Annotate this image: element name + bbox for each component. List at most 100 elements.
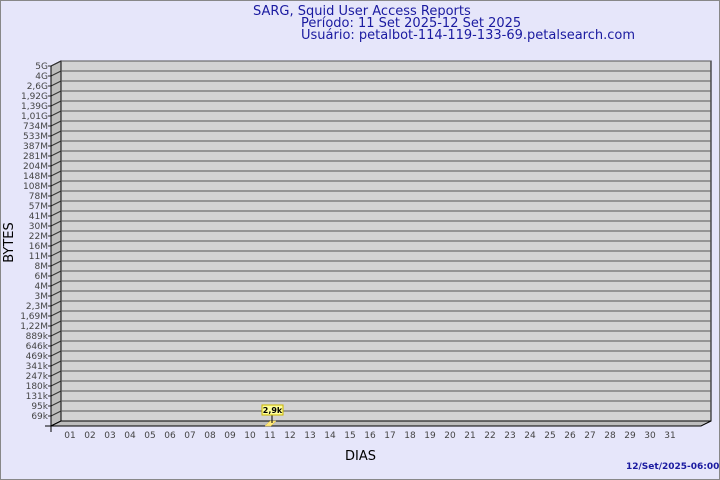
y-tick-label: 3M [35,292,49,302]
x-tick-label: 25 [544,431,555,441]
y-tick-label: 533M [23,132,48,142]
y-tick-label: 6M [35,272,49,282]
y-tick-label: 281M [23,152,48,162]
y-tick [50,190,62,197]
y-tick-label: 57M [29,202,48,212]
y-tick [50,150,62,157]
y-tick [50,320,62,327]
y-tick [50,130,62,137]
user-label: Usuário: petalbot-114-119-133-69.petalse… [301,28,636,43]
y-tick [50,100,62,107]
y-tick-label: 41M [29,212,48,222]
x-tick-label: 01 [64,431,75,441]
x-tick-label: 09 [224,431,236,441]
x-tick-label: 16 [364,431,376,441]
x-tick-label: 02 [84,431,95,441]
y-tick-label: 1,69M [20,312,48,322]
x-tick-label: 18 [404,431,416,441]
y-tick [50,360,62,367]
y-tick [50,140,62,147]
x-tick-label: 26 [564,431,576,441]
y-tick [50,80,62,87]
period-label: Período: 11 Set 2025-12 Set 2025 [301,16,522,31]
x-tick-label: 11 [264,431,275,441]
x-tick-label: 07 [184,431,195,441]
y-tick-label: 469k [26,352,49,362]
y-tick-label: 95k [31,402,48,412]
y-tick [50,350,62,357]
y-tick-label: 16M [29,242,48,252]
y-tick [50,200,62,207]
x-tick-label: 27 [584,431,595,441]
y-tick [50,170,62,177]
y-tick-label: 78M [29,192,48,202]
y-tick [50,340,62,347]
data-label: 2,9k [263,406,283,415]
data-label-box [261,404,284,416]
x-tick-label: 21 [464,431,475,441]
y-tick [50,110,62,117]
y-tick [50,70,62,77]
y-tick [50,90,62,97]
y-tick [50,390,62,397]
y-tick-label: 8M [35,262,49,272]
y-tick [50,330,62,337]
y-tick [50,410,62,417]
x-tick-label: 05 [144,431,155,441]
x-tick-label: 14 [324,431,336,441]
y-tick-label: 11M [29,252,48,262]
y-tick [50,240,62,247]
y-tick-label: 4G [35,72,48,82]
y-tick-label: 734M [23,122,48,132]
y-tick [50,60,62,67]
y-tick-label: 30M [29,222,48,232]
y-tick [50,400,62,407]
x-tick-label: 28 [604,431,616,441]
bar [264,420,277,427]
y-tick-label: 108M [23,182,48,192]
y-tick [50,300,62,307]
y-tick [50,270,62,277]
y-tick-label: 341k [26,362,49,372]
y-tick [50,160,62,167]
y-tick [50,120,62,127]
x-tick-label: 15 [344,431,355,441]
y-tick-label: 646k [26,342,49,352]
x-tick-label: 31 [664,431,675,441]
y-tick-label: 4M [35,282,49,292]
x-tick-label: 13 [304,431,315,441]
x-tick-label: 10 [244,431,256,441]
y-tick-label: 22M [29,232,48,242]
y-axis-label: BYTES [1,222,17,263]
x-tick-label: 08 [204,431,216,441]
y-tick-label: 247k [26,372,49,382]
y-tick [50,280,62,287]
x-tick-label: 03 [104,431,115,441]
y-tick-label: 2,3M [26,302,48,312]
x-tick-label: 17 [384,431,395,441]
x-tick-label: 20 [444,431,456,441]
x-axis-label: DIAS [345,449,376,464]
y-tick-label: 387M [23,142,48,152]
y-tick-label: 148M [23,172,48,182]
y-tick-label: 1,01G [21,112,48,122]
y-tick-label: 5G [35,62,48,72]
x-tick-label: 06 [164,431,176,441]
y-tick-label: 2,6G [27,82,48,92]
x-tick-label: 23 [504,431,515,441]
y-tick [50,380,62,387]
y-tick-label: 69k [31,412,48,422]
y-tick [50,370,62,377]
y-tick [50,260,62,267]
chart-title: SARG, Squid User Access Reports [253,4,471,19]
y-tick [50,250,62,257]
timestamp: 12/Set/2025-06:00 [626,462,720,472]
y-tick [50,210,62,217]
x-tick-label: 29 [624,431,636,441]
y-tick-label: 1,39G [21,102,48,112]
x-tick-label: 30 [644,431,656,441]
y-tick-label: 204M [23,162,48,172]
y-tick [50,180,62,187]
